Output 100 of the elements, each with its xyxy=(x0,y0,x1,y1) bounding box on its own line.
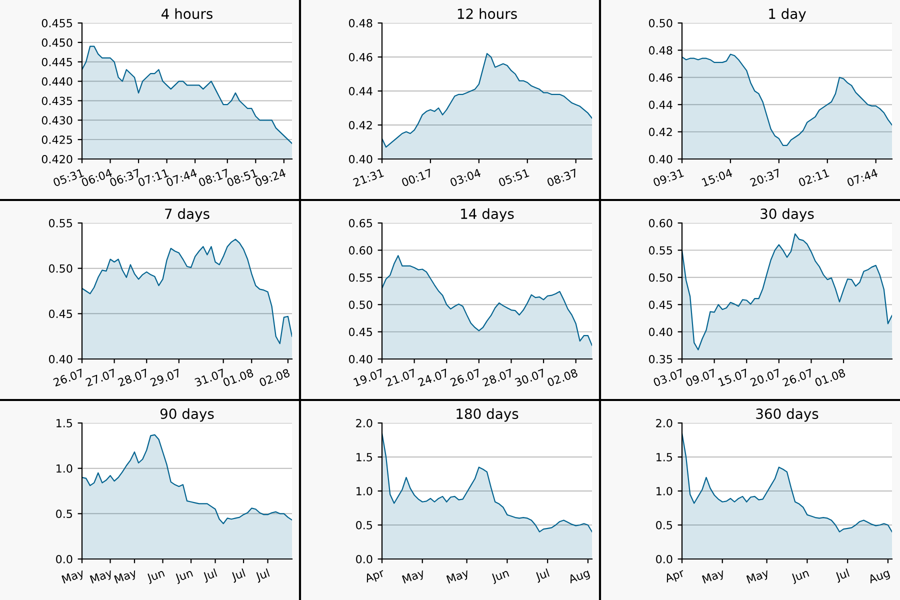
x-tick-label: 05:51 xyxy=(498,168,530,187)
y-tick-label: 0.445 xyxy=(42,58,72,66)
y-tick-label: 0.450 xyxy=(42,38,72,47)
x-tick-label: 03.07 xyxy=(652,368,684,387)
y-tick-label: 0.50 xyxy=(348,300,372,309)
x-tick-label: May xyxy=(114,568,138,586)
x-tick-label: 27.07 xyxy=(85,368,116,387)
y-tick-label: 0.35 xyxy=(648,354,672,364)
y-tick-label: 0.44 xyxy=(648,100,672,109)
y-tick-label: 0.45 xyxy=(348,328,372,336)
y-tick-label: 0.45 xyxy=(48,310,72,318)
x-tick-label: May xyxy=(62,568,86,586)
y-tick-label: 1.5 xyxy=(56,419,72,428)
y-tick-label: 0.420 xyxy=(42,154,72,164)
x-tick-label: 29.07 xyxy=(150,368,181,387)
y-tick-label: 0.440 xyxy=(42,77,72,86)
x-tick-label: 20.07 xyxy=(750,368,781,387)
y-tick-label: 0.50 xyxy=(48,264,72,273)
x-tick-label: Jul xyxy=(230,568,246,583)
x-tick-label: 28.07 xyxy=(482,368,514,387)
x-tick-label: 03:04 xyxy=(450,168,482,187)
x-tick-label: 19.07 xyxy=(353,368,384,387)
x-tick-label: May xyxy=(402,568,426,586)
x-tick-label: Apr xyxy=(664,568,686,585)
y-tick-label: 0.65 xyxy=(348,218,372,228)
y-tick-label: 1.0 xyxy=(56,464,72,473)
x-tick-label: Jul xyxy=(202,568,218,583)
x-tick-label: 02.08 xyxy=(258,368,290,387)
y-tick-label: 0.45 xyxy=(648,300,672,309)
x-tick-label: Aug xyxy=(868,568,891,586)
y-tick-label: 0.5 xyxy=(656,520,672,530)
x-tick-label: May xyxy=(446,568,470,586)
x-tick-label: 26.07 xyxy=(782,368,814,387)
chart-title: 360 days xyxy=(756,408,818,422)
y-tick-label: 0.60 xyxy=(648,218,672,228)
y-tick-label: 0.40 xyxy=(348,154,372,164)
x-tick-label: 15.07 xyxy=(718,368,749,387)
x-tick-label: May xyxy=(90,568,114,586)
y-tick-label: 0.55 xyxy=(48,218,72,228)
x-tick-label: 26.07 xyxy=(450,368,481,387)
x-tick-label: May xyxy=(702,568,726,586)
y-tick-label: 0.425 xyxy=(42,136,72,144)
chart-title: 14 days xyxy=(461,208,514,222)
y-tick-label: 0.48 xyxy=(348,18,372,28)
x-tick-label: 24.07 xyxy=(418,368,449,387)
x-tick-label: 07:44 xyxy=(846,168,878,187)
y-tick-label: 1.0 xyxy=(356,486,372,496)
y-tick-label: 0.455 xyxy=(42,18,72,28)
y-tick-label: 0.0 xyxy=(356,554,372,564)
x-tick-label: Jun xyxy=(490,568,510,584)
x-tick-label: Jul xyxy=(254,568,270,583)
x-tick-label: Jun xyxy=(174,568,194,584)
y-tick-label: 0.430 xyxy=(42,116,72,125)
y-tick-label: 0.42 xyxy=(648,128,672,136)
x-tick-label: Jul xyxy=(834,568,850,583)
x-tick-label: Jun xyxy=(790,568,810,584)
y-tick-label: 0.5 xyxy=(356,520,372,530)
y-tick-label: 0.40 xyxy=(648,154,672,164)
chart-title: 180 days xyxy=(456,408,518,422)
x-tick-label: Jul xyxy=(534,568,550,583)
x-tick-label: 21.07 xyxy=(385,368,416,387)
chart-title: 7 days xyxy=(165,208,210,222)
x-tick-label: 26.07 xyxy=(52,368,84,387)
chart-title: 4 hours xyxy=(162,8,212,20)
y-tick-label: 0.435 xyxy=(42,96,72,106)
chart-title: 90 days xyxy=(160,408,214,422)
x-tick-label: 21:31 xyxy=(352,168,384,187)
chart-title: 1 day xyxy=(769,8,806,22)
y-tick-label: 0.50 xyxy=(648,273,672,282)
chart-title: 12 hours xyxy=(458,8,517,20)
y-tick-label: 2.0 xyxy=(356,418,372,428)
x-tick-label: 09.07 xyxy=(685,368,716,387)
x-tick-label: 01.08 xyxy=(814,368,846,387)
x-tick-label: 28.07 xyxy=(118,368,149,387)
y-tick-label: 0.40 xyxy=(648,328,672,336)
x-tick-label: 02:11 xyxy=(798,168,830,187)
x-tick-label: May xyxy=(746,568,770,586)
y-tick-label: 1.5 xyxy=(656,453,672,462)
x-tick-label: 00:17 xyxy=(401,168,433,187)
y-tick-label: 0.0 xyxy=(56,554,72,564)
x-tick-label: 20:37 xyxy=(750,168,781,187)
y-tick-label: 2.0 xyxy=(656,418,672,428)
y-tick-label: 0.46 xyxy=(348,52,372,62)
x-tick-label: Aug xyxy=(568,568,591,586)
x-tick-label: 08:37 xyxy=(546,168,578,187)
y-tick-label: 0.40 xyxy=(348,354,372,364)
x-tick-label: Jun xyxy=(146,568,166,584)
chart-title: 30 days xyxy=(760,208,814,222)
y-tick-label: 0.46 xyxy=(648,73,672,82)
y-tick-label: 0.60 xyxy=(348,246,372,255)
y-tick-label: 0.40 xyxy=(48,354,72,364)
y-tick-label: 1.0 xyxy=(656,486,672,496)
x-tick-label: 09:31 xyxy=(652,168,684,187)
y-tick-label: 1.5 xyxy=(356,453,372,462)
x-tick-label: Apr xyxy=(364,568,386,585)
y-tick-label: 0.0 xyxy=(656,554,672,564)
y-tick-label: 0.44 xyxy=(348,86,372,96)
y-tick-label: 0.50 xyxy=(648,18,672,28)
y-tick-label: 0.5 xyxy=(56,510,72,518)
x-tick-label: 15:04 xyxy=(702,168,733,187)
